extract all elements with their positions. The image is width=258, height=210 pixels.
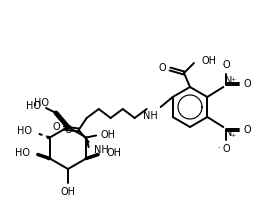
Text: NH: NH [94, 145, 108, 155]
Text: O: O [64, 125, 72, 135]
Text: O: O [243, 125, 251, 135]
Text: OH: OH [201, 56, 216, 66]
Text: O: O [243, 79, 251, 89]
Text: HO: HO [17, 126, 32, 136]
Text: -: - [218, 145, 220, 150]
Text: HO: HO [15, 148, 30, 159]
Text: -: - [222, 62, 224, 67]
Text: OH: OH [100, 130, 115, 139]
Text: OH: OH [106, 148, 121, 159]
Text: OH: OH [60, 187, 76, 197]
Text: +: + [230, 133, 236, 138]
Text: O: O [222, 144, 230, 154]
Text: O: O [222, 60, 230, 70]
Text: NH: NH [143, 111, 158, 121]
Text: N: N [225, 76, 233, 86]
Text: O: O [52, 122, 60, 132]
Text: HO: HO [34, 98, 49, 108]
Text: O: O [158, 63, 166, 73]
Text: HO: HO [26, 101, 41, 111]
Text: N: N [225, 128, 233, 138]
Text: +: + [230, 77, 236, 82]
